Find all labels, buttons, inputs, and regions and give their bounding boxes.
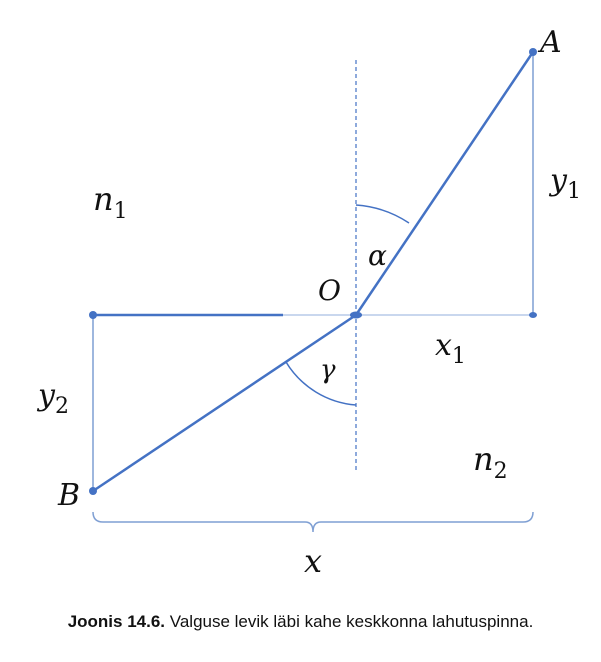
x-brace [92, 511, 534, 533]
alpha-arc [355, 204, 410, 224]
refraction-diagram: A B O α γ n1 n2 x1 y1 y2 x [36, 25, 581, 580]
label-x1: x1 [435, 328, 466, 369]
label-B: B [57, 478, 80, 513]
label-O: O [318, 274, 341, 307]
left-end-point [89, 311, 97, 319]
gamma-arc [285, 361, 357, 406]
label-A: A [537, 25, 562, 60]
label-n1: n1 [93, 180, 128, 224]
label-y2: y2 [36, 378, 69, 419]
label-x: x [304, 542, 322, 580]
point-B [89, 487, 97, 495]
caption-text: Valguse levik läbi kahe keskkonna lahutu… [165, 612, 534, 631]
caption-number: Joonis 14.6. [67, 612, 166, 631]
refracted-ray [92, 313, 357, 493]
label-gamma: γ [320, 355, 336, 385]
figure-caption: Joonis 14.6. Valguse levik läbi kahe kes… [0, 612, 601, 632]
point-O [350, 311, 362, 319]
label-alpha: α [368, 239, 387, 272]
label-y1: y1 [548, 163, 581, 204]
point-A [529, 48, 537, 56]
label-n2: n2 [473, 440, 508, 484]
right-end-marker [529, 312, 537, 318]
incident-ray [354, 51, 535, 316]
